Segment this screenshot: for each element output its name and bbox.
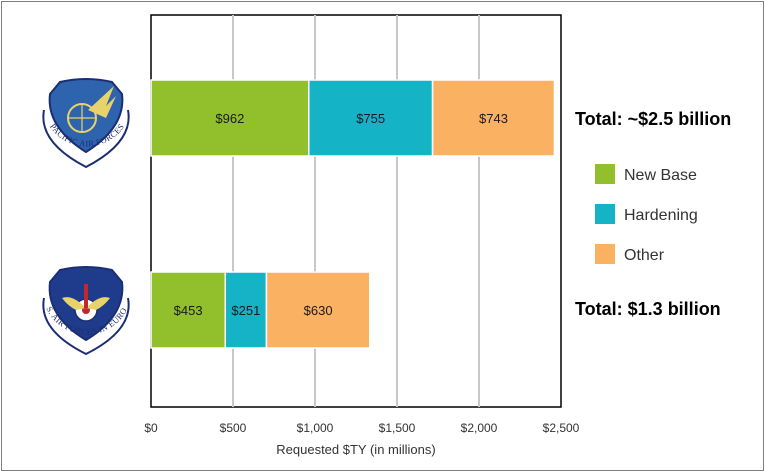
- legend-swatch-1: [595, 204, 615, 224]
- x-tick-label-1: $500: [220, 421, 247, 435]
- legend: New Base Hardening Other: [595, 164, 698, 264]
- legend-swatch-0: [595, 164, 615, 184]
- bar-value-label-0-2: $743: [479, 111, 508, 126]
- bar-segment-1-1: [224, 271, 268, 349]
- legend-label-1: Hardening: [624, 207, 698, 224]
- bar-segment-0-0: [150, 79, 310, 157]
- x-tick-label-2: $1,000: [297, 421, 334, 435]
- x-tick-label-4: $2,000: [461, 421, 498, 435]
- x-axis-title: Requested $TY (in millions): [276, 442, 435, 457]
- total-annotation-pacaf: Total: ~$2.5 billion: [575, 109, 731, 129]
- bar-value-label-1-0: $453: [174, 303, 203, 318]
- bar-value-label-1-1: $251: [231, 303, 260, 318]
- bar-value-label-1-2: $630: [304, 303, 333, 318]
- legend-label-0: New Base: [624, 167, 697, 184]
- bar-value-label-0-1: $755: [356, 111, 385, 126]
- legend-label-2: Other: [624, 247, 665, 264]
- bar-value-label-0-0: $962: [215, 111, 244, 126]
- x-tick-label-5: $2,500: [543, 421, 580, 435]
- pacaf-seal-logo: PACIFIC AIR FORCES: [42, 78, 130, 169]
- total-annotation-usafe: Total: $1.3 billion: [575, 299, 721, 319]
- legend-swatch-2: [595, 244, 615, 264]
- x-tick-label-0: $0: [144, 421, 158, 435]
- x-tick-label-3: $1,500: [379, 421, 416, 435]
- bar-segment-1-2: [265, 271, 371, 349]
- bar-segment-0-1: [308, 79, 434, 157]
- usafe-seal-logo: U.S. AIR FORCES IN EUROPE: [2, 2, 130, 356]
- bar-segment-0-2: [431, 79, 556, 157]
